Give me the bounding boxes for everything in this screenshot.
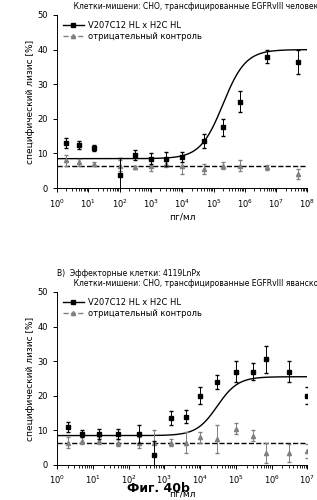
Legend: V207C12 HL x H2C HL, отрицательный контроль: V207C12 HL x H2C HL, отрицательный контр… [61,296,204,320]
X-axis label: пг/мл: пг/мл [169,212,196,222]
Y-axis label: специфический лизис [%]: специфический лизис [%] [26,40,35,164]
Y-axis label: специфический лизис [%]: специфический лизис [%] [26,316,35,440]
X-axis label: пг/мл: пг/мл [169,489,196,498]
Legend: V207C12 HL x H2C HL, отрицательный контроль: V207C12 HL x H2C HL, отрицательный контр… [61,19,204,43]
Text: A)  Эффекторные клетки: стимулированные CD4/CD56-истощенные
       РВМС человека: A) Эффекторные клетки: стимулированные C… [57,0,317,12]
Text: B)  Эффекторные клетки: 4119LnPx
       Клетки-мишени: СНО, трансфицированные EG: B) Эффекторные клетки: 4119LnPx Клетки-м… [57,269,317,288]
Text: Фиг. 40b: Фиг. 40b [127,482,190,495]
